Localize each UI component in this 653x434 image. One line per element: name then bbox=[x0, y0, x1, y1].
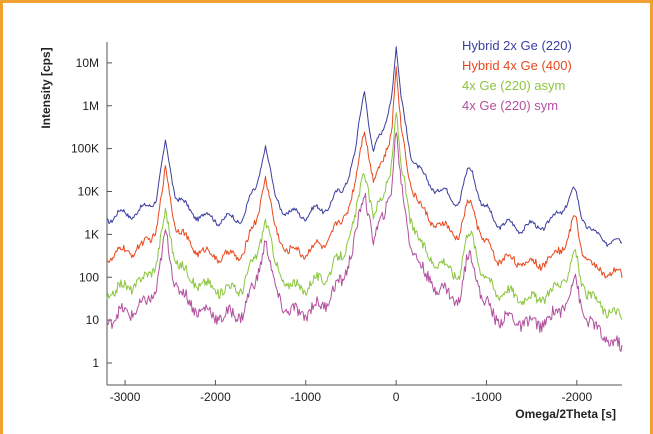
legend: Hybrid 2x Ge (220) Hybrid 4x Ge (400) 4x G… bbox=[462, 38, 572, 113]
y-tick-label: 1M bbox=[82, 99, 99, 113]
y-tick-label: 100 bbox=[79, 270, 99, 284]
x-tick-label: -2000 bbox=[561, 390, 592, 404]
series-line-2 bbox=[106, 112, 623, 320]
series-layer bbox=[106, 46, 623, 352]
legend-entry: 4x Ge (220) asym bbox=[462, 78, 565, 93]
x-tick-label: -3000 bbox=[110, 390, 141, 404]
frame-right-edge bbox=[650, 0, 653, 434]
y-tick-label: 1 bbox=[92, 356, 99, 370]
x-tick-label: -1000 bbox=[290, 390, 321, 404]
series-line-3 bbox=[106, 132, 623, 352]
x-tick-label: -2000 bbox=[200, 390, 231, 404]
x-tick-label: -1000 bbox=[471, 390, 502, 404]
legend-entry: Hybrid 4x Ge (400) bbox=[462, 58, 572, 73]
y-axis-label: Intensity [cps] bbox=[39, 47, 53, 128]
x-axis-label: Omega/2Theta [s] bbox=[515, 407, 616, 421]
y-tick-label: 1K bbox=[84, 227, 99, 241]
y-tick-label: 100K bbox=[71, 142, 99, 156]
y-axis-ticks: 1 10 100 1K 10K 100K 1M 10M bbox=[71, 56, 112, 370]
legend-entry: 4x Ge (220) sym bbox=[462, 98, 558, 113]
x-tick-label: 0 bbox=[393, 390, 400, 404]
y-tick-label: 10M bbox=[76, 56, 99, 70]
series-line-1 bbox=[106, 66, 623, 279]
x-axis-ticks: -3000 -2000 -1000 0 -1000 -2000 bbox=[110, 380, 592, 404]
series-line-0 bbox=[106, 46, 623, 247]
y-tick-label: 10 bbox=[86, 313, 100, 327]
y-tick-label: 10K bbox=[78, 185, 99, 199]
legend-entry: Hybrid 2x Ge (220) bbox=[462, 38, 572, 53]
